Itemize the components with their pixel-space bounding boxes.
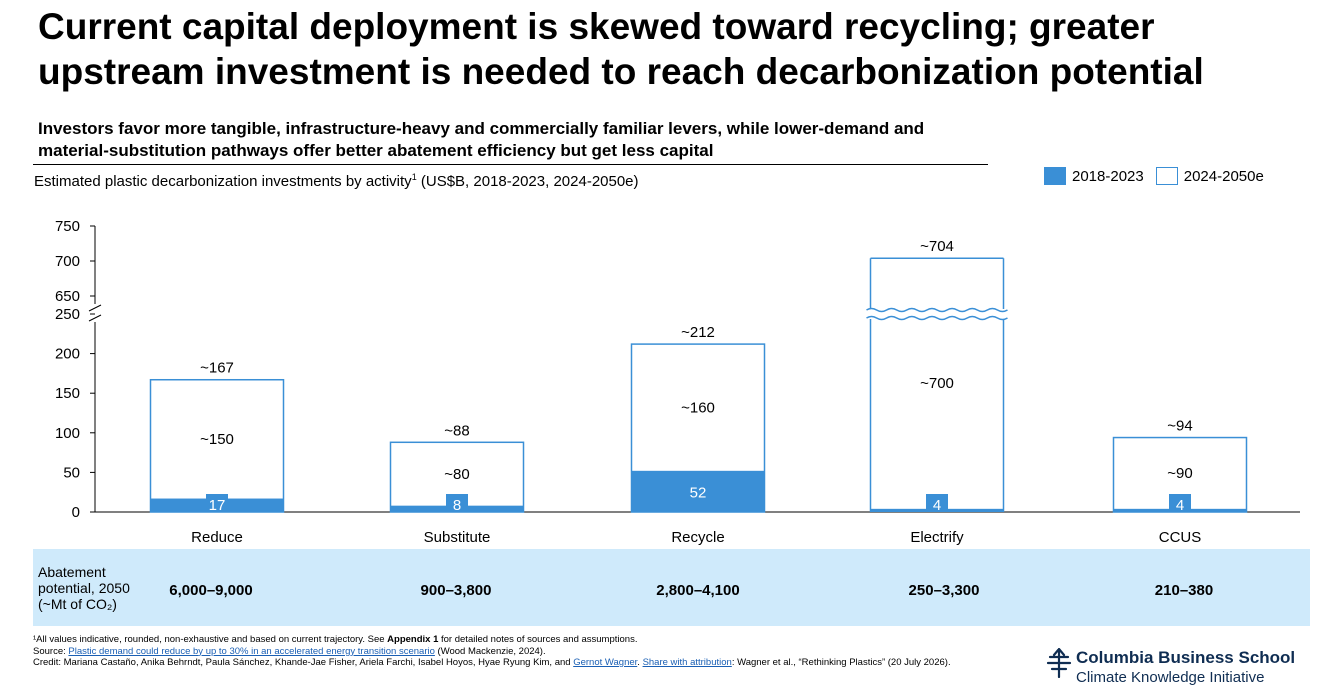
y-tick-label: 700 bbox=[55, 253, 80, 270]
legend-swatch-2018-2023 bbox=[1044, 167, 1066, 185]
bar-2018-2023-label-substitute: 8 bbox=[453, 497, 461, 514]
abatement-label: Abatement potential, 2050 (~Mt of CO₂) bbox=[38, 564, 130, 612]
chart-caption-units: (US$B, 2018-2023, 2024-2050e) bbox=[416, 173, 639, 190]
axis-break-wave-electrify bbox=[866, 315, 1008, 321]
bar-2018-2023-label-recycle: 52 bbox=[690, 484, 707, 501]
bar-2024-2050e-label-ccus: ~90 bbox=[1167, 465, 1192, 482]
columbia-logo: Columbia Business School Climate Knowled… bbox=[1046, 646, 1306, 688]
x-category-label-substitute: Substitute bbox=[424, 529, 491, 546]
source-link[interactable]: Plastic demand could reduce by up to 30%… bbox=[68, 645, 435, 657]
y-tick-label: 200 bbox=[55, 346, 80, 363]
share-attribution-link[interactable]: Share with attribution bbox=[642, 657, 732, 668]
footnote-source: Source: Plastic demand could reduce by u… bbox=[33, 646, 1013, 658]
source-label: Source: bbox=[33, 645, 69, 657]
axis-break-wave-electrify bbox=[866, 307, 1008, 313]
bar-total-label-reduce: ~167 bbox=[200, 360, 234, 377]
x-category-label-reduce: Reduce bbox=[191, 529, 243, 546]
page-subtitle: Investors favor more tangible, infrastru… bbox=[38, 119, 925, 160]
bar-2018-2023-label-bg bbox=[446, 494, 468, 512]
credit-text: Credit: Mariana Castaño, Anika Behrndt, … bbox=[33, 657, 574, 668]
bar-total-label-electrify: ~704 bbox=[920, 238, 954, 255]
abatement-value-substitute: 900–3,800 bbox=[420, 582, 492, 599]
bar-2024-2050e-label-electrify: ~700 bbox=[920, 375, 954, 392]
y-tick-label: 0 bbox=[72, 504, 80, 521]
page-title: Current capital deployment is skewed tow… bbox=[38, 6, 1204, 92]
footnote-assumptions: ¹All values indicative, rounded, non-exh… bbox=[33, 634, 1013, 646]
bar-2018-2023-label-ccus: 4 bbox=[1176, 497, 1184, 514]
legend-swatch-2024-2050e bbox=[1155, 167, 1178, 185]
bar-2018-2023-label-reduce: 17 bbox=[209, 497, 226, 514]
y-tick-label: 150 bbox=[55, 385, 80, 402]
y-tick-label: 250 bbox=[55, 306, 80, 323]
y-tick-label: 50 bbox=[63, 464, 80, 481]
bar-2018-2023-label-electrify: 4 bbox=[933, 497, 941, 514]
bar-2018-2023-recycle bbox=[631, 470, 765, 512]
bar-2024-2050e-label-substitute: ~80 bbox=[444, 466, 469, 483]
chart-caption-text: Estimated plastic decarbonization invest… bbox=[34, 173, 412, 190]
y-axis-break-mark bbox=[88, 304, 102, 312]
y-tick-label: 650 bbox=[55, 288, 80, 305]
abatement-value-ccus: 210–380 bbox=[1154, 582, 1214, 599]
abatement-value-reduce: 6,000–9,000 bbox=[169, 582, 253, 599]
bar-total-label-substitute: ~88 bbox=[444, 422, 469, 439]
footnote-text: for detailed notes of sources and assump… bbox=[438, 634, 638, 645]
author-link[interactable]: Gernot Wagner bbox=[573, 657, 638, 668]
axis-break-gap-electrify bbox=[866, 309, 1008, 319]
abatement-value-electrify: 250–3,300 bbox=[908, 582, 980, 599]
bar-2018-2023-label-bg bbox=[206, 494, 228, 512]
x-category-label-ccus: CCUS bbox=[1159, 529, 1202, 546]
chart-caption-footnote-marker: 1 bbox=[411, 172, 417, 182]
credit-separator: . bbox=[637, 657, 643, 668]
x-category-label-electrify: Electrify bbox=[910, 529, 964, 546]
footnote-credit: Credit: Mariana Castaño, Anika Behrndt, … bbox=[33, 657, 1013, 669]
bar-total-label-ccus: ~94 bbox=[1167, 418, 1192, 435]
bar-2024-2050e-label-reduce: ~150 bbox=[200, 431, 234, 448]
abatement-value-recycle: 2,800–4,100 bbox=[656, 582, 740, 599]
chart-caption: Estimated plastic decarbonization invest… bbox=[34, 172, 639, 190]
credit-citation: : Wagner et al., “Rethinking Plastics” (… bbox=[731, 657, 951, 668]
footnote-text: ¹All values indicative, rounded, non-exh… bbox=[33, 634, 388, 645]
legend-label-2018-2023: 2018-2023 bbox=[1072, 167, 1144, 185]
columbia-crown-icon bbox=[1046, 648, 1072, 678]
subtitle-divider bbox=[33, 164, 988, 165]
bar-total-label-recycle: ~212 bbox=[681, 324, 715, 341]
footnotes: ¹All values indicative, rounded, non-exh… bbox=[33, 634, 1013, 669]
chart-legend: 2018-2023 2024-2050e bbox=[1044, 166, 1264, 186]
logo-school-name: Columbia Business School bbox=[1076, 648, 1296, 667]
y-tick-label: 750 bbox=[55, 218, 80, 235]
source-suffix: (Wood Mackenzie, 2024). bbox=[434, 645, 546, 657]
abatement-band: Abatement potential, 2050 (~Mt of CO₂) 6… bbox=[33, 549, 1310, 626]
bar-2018-2023-label-bg bbox=[926, 494, 948, 512]
appendix-reference: Appendix 1 bbox=[387, 634, 439, 645]
logo-initiative-name: Climate Knowledge Initiative bbox=[1076, 669, 1265, 686]
x-category-label-recycle: Recycle bbox=[671, 529, 724, 546]
y-tick-label: 100 bbox=[55, 425, 80, 442]
y-axis-break-mark bbox=[88, 314, 102, 322]
legend-label-2024-2050e: 2024-2050e bbox=[1183, 167, 1264, 185]
bar-2024-2050e-label-recycle: ~160 bbox=[681, 399, 715, 416]
bar-2018-2023-label-bg bbox=[1169, 494, 1191, 512]
